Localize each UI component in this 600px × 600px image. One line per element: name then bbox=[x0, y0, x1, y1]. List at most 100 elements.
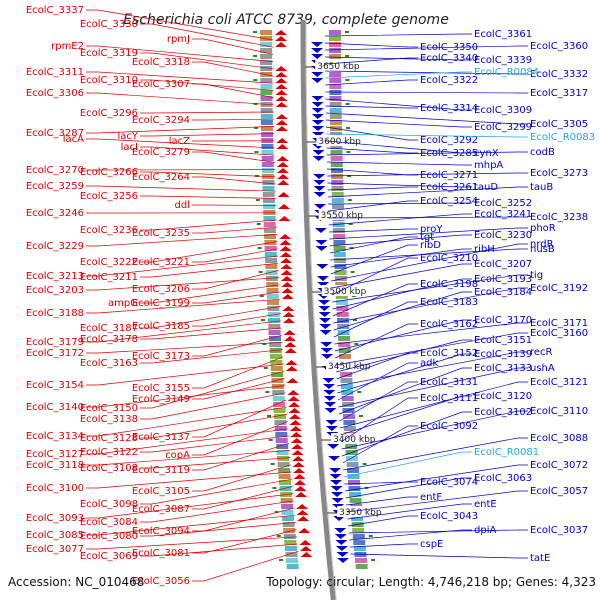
leader-line bbox=[86, 428, 289, 455]
forward-gene-arrow bbox=[300, 552, 313, 557]
cog-block bbox=[336, 306, 349, 311]
cog-block bbox=[333, 240, 346, 245]
reverse-gene-arrow bbox=[322, 384, 335, 389]
leader-line bbox=[325, 105, 418, 109]
forward-gene-arrow bbox=[281, 294, 294, 299]
reverse-gene-arrow bbox=[313, 192, 326, 197]
reverse-gene-arrow bbox=[324, 402, 337, 407]
genome-backbone-inner bbox=[305, 20, 337, 600]
tick-mark bbox=[274, 511, 279, 513]
forward-gene-arrow bbox=[286, 378, 299, 383]
gene-label-rna: EcolC_R0083 bbox=[530, 132, 595, 143]
gene-label-forward: EcolC_3287 bbox=[26, 128, 84, 139]
gene-label-rna: EcolC_R0084 bbox=[474, 67, 539, 78]
leader-line bbox=[140, 327, 282, 340]
leader-line bbox=[335, 332, 528, 366]
forward-gene-arrow bbox=[294, 486, 307, 491]
leader-line bbox=[192, 313, 281, 327]
leader-line bbox=[326, 151, 528, 156]
cog-block bbox=[274, 414, 286, 419]
gene-label-forward: EcolC_3296 bbox=[80, 108, 138, 119]
cog-block bbox=[338, 342, 351, 347]
gene-label-forward: EcolC_3108 bbox=[80, 463, 138, 474]
forward-gene-arrow bbox=[275, 72, 288, 77]
tick-mark bbox=[362, 463, 367, 465]
gene-label-forward: lacA bbox=[63, 134, 84, 145]
leader-line bbox=[192, 334, 283, 357]
forward-gene-arrow bbox=[283, 336, 296, 341]
leader-line bbox=[347, 503, 472, 520]
cog-block bbox=[348, 486, 361, 491]
tick-mark bbox=[253, 79, 258, 81]
forward-gene-arrow bbox=[276, 126, 289, 131]
leader-line bbox=[86, 514, 296, 536]
gene-label-reverse: EcolC_3314 bbox=[420, 103, 478, 114]
leader-line bbox=[86, 363, 284, 386]
leader-line bbox=[325, 56, 472, 61]
tick-mark bbox=[368, 535, 373, 537]
kbp-label: 3500 kbp bbox=[324, 287, 367, 297]
gene-label-reverse: tauB bbox=[530, 182, 553, 193]
leader-line bbox=[344, 464, 528, 492]
gene-label-forward: EcolC_3100 bbox=[26, 483, 84, 494]
gene-label-forward: EcolC_3310 bbox=[80, 75, 138, 86]
reverse-gene-arrow bbox=[324, 408, 337, 413]
cog-block bbox=[329, 54, 342, 59]
cog-block bbox=[260, 120, 273, 125]
gene-label-reverse: EcolC_3238 bbox=[530, 212, 588, 223]
gene-label-reverse: EcolC_3241 bbox=[474, 209, 532, 220]
reverse-gene-arrow bbox=[311, 114, 324, 119]
cog-block bbox=[270, 360, 283, 365]
gene-label-reverse: mhpA bbox=[474, 160, 503, 171]
leader-line bbox=[325, 112, 528, 125]
forward-gene-arrow bbox=[281, 288, 294, 293]
forward-gene-arrow bbox=[280, 276, 293, 281]
cog-block bbox=[284, 546, 297, 551]
cog-block bbox=[336, 300, 349, 305]
leader-line bbox=[343, 437, 528, 471]
cog-block bbox=[329, 30, 341, 35]
gene-label-reverse: adk bbox=[420, 358, 438, 369]
leader-line bbox=[140, 219, 277, 231]
forward-gene-arrow bbox=[297, 516, 310, 521]
cog-block bbox=[265, 258, 278, 263]
leader-line bbox=[331, 257, 418, 296]
leader-line bbox=[86, 342, 283, 354]
gene-label-reverse: EcolC_3261 bbox=[420, 182, 478, 193]
tick-mark bbox=[276, 535, 281, 537]
cog-block bbox=[270, 354, 282, 359]
cog-block bbox=[329, 102, 342, 107]
leader-line bbox=[338, 367, 472, 415]
tick-mark bbox=[265, 391, 270, 393]
gene-label-forward: lacY bbox=[117, 131, 138, 142]
reverse-gene-arrow bbox=[325, 420, 338, 425]
cog-block bbox=[267, 306, 280, 311]
leader-line bbox=[328, 202, 472, 205]
gene-label-forward: EcolC_3155 bbox=[132, 383, 190, 394]
genome-backbone bbox=[300, 20, 336, 600]
reverse-gene-arrow bbox=[317, 282, 330, 287]
reverse-gene-arrow bbox=[315, 246, 328, 251]
leader-line bbox=[140, 414, 288, 439]
cog-block bbox=[260, 78, 273, 83]
reverse-gene-arrow bbox=[323, 396, 336, 401]
cog-block bbox=[260, 54, 273, 59]
reverse-gene-arrow bbox=[319, 330, 332, 335]
cog-block bbox=[262, 180, 275, 185]
gene-label-forward: EcolC_3222 bbox=[80, 257, 138, 268]
tick-mark bbox=[345, 55, 350, 57]
leader-line bbox=[192, 204, 277, 206]
forward-gene-arrow bbox=[275, 42, 288, 47]
map-title: Escherichia coli ATCC 8739, complete gen… bbox=[123, 12, 449, 28]
gene-label-reverse: EcolC_3292 bbox=[420, 135, 478, 146]
cog-block bbox=[275, 432, 288, 437]
forward-gene-arrow bbox=[282, 318, 295, 323]
reverse-gene-arrow bbox=[311, 42, 324, 47]
cog-block bbox=[268, 324, 281, 329]
forward-gene-arrow bbox=[278, 216, 291, 221]
cog-block bbox=[331, 198, 344, 203]
reverse-gene-arrow bbox=[325, 426, 338, 431]
leader-line bbox=[86, 9, 274, 41]
cog-block bbox=[339, 354, 351, 359]
gene-label-forward: EcolC_3140 bbox=[26, 402, 84, 413]
